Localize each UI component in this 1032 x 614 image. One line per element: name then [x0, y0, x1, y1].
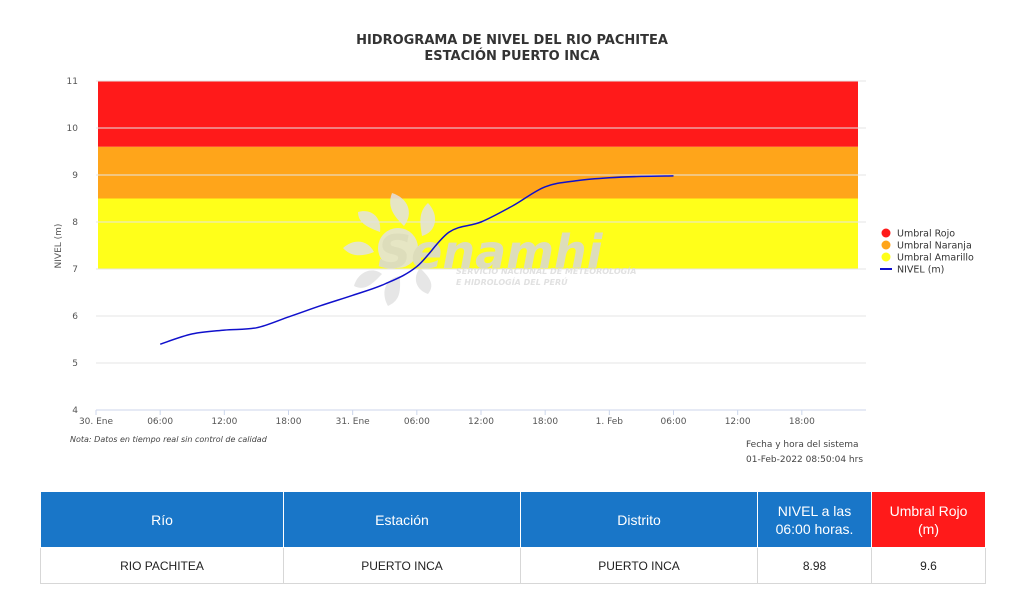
watermark-line1: SERVICIO NACIONAL DE METEOROLOGÍA — [456, 265, 636, 276]
legend-label: NIVEL (m) — [897, 265, 944, 276]
cell-rio: RIO PACHITEA — [40, 547, 284, 584]
chart-title: HIDROGRAMA DE NIVEL DEL RIO PACHITEA — [356, 33, 668, 48]
chart-subtitle: ESTACIÓN PUERTO INCA — [424, 48, 599, 64]
band-umbral-amarillo — [98, 198, 858, 269]
x-tick-label: 18:00 — [276, 417, 302, 427]
x-tick-label: 18:00 — [532, 417, 558, 427]
x-tick-label: 12:00 — [211, 417, 237, 427]
x-tick-label: 30. Ene — [79, 417, 114, 427]
cell-nivel: 8.98 — [757, 547, 872, 584]
header-rio: Río — [40, 491, 284, 548]
y-tick-label: 4 — [72, 406, 78, 416]
cell-estacion: PUERTO INCA — [283, 547, 521, 584]
x-tick-label: 1. Feb — [596, 417, 624, 427]
senamhi-watermark: Senamhi SERVICIO NACIONAL DE METEOROLOGÍ… — [343, 193, 636, 306]
x-tick-label: 12:00 — [468, 417, 494, 427]
watermark-line2: E HIDROLOGÍA DEL PERÚ — [456, 276, 568, 287]
x-tick-label: 18:00 — [789, 417, 815, 427]
legend-marker — [881, 240, 891, 250]
table-header-row: Río Estación Distrito NIVEL a las 06:00 … — [40, 491, 986, 548]
station-table: Río Estación Distrito NIVEL a las 06:00 … — [40, 491, 986, 584]
system-time-label: Fecha y hora del sistema — [746, 440, 859, 450]
x-axis-ticks: 30. Ene 06:00 12:00 18:00 31. Ene 06:00 12:00 1… — [79, 410, 815, 427]
x-tick-label: 06:00 — [404, 417, 430, 427]
threshold-bands — [98, 81, 858, 269]
legend-label: Umbral Amarillo — [897, 253, 974, 264]
y-tick-label: 6 — [72, 312, 78, 322]
header-distrito: Distrito — [520, 491, 758, 548]
x-tick-label: 06:00 — [661, 417, 687, 427]
cell-umbral-rojo: 9.6 — [871, 547, 986, 584]
sun-logo-icon — [343, 193, 436, 306]
header-nivel: NIVEL a las 06:00 horas. — [757, 491, 872, 548]
y-tick-label: 10 — [67, 124, 79, 134]
y-tick-label: 9 — [72, 171, 78, 181]
y-tick-label: 7 — [72, 265, 78, 275]
header-umbral-rojo: Umbral Rojo (m) — [871, 491, 986, 548]
legend-label: Umbral Rojo — [897, 229, 955, 240]
x-tick-label: 31. Ene — [336, 417, 371, 427]
table-row: RIO PACHITEA PUERTO INCA PUERTO INCA 8.9… — [40, 547, 986, 584]
watermark-brand: Senamhi — [378, 225, 604, 279]
band-umbral-naranja — [98, 146, 858, 199]
y-tick-label: 5 — [72, 359, 78, 369]
y-tick-label: 8 — [72, 218, 78, 228]
series-line-nivel — [159, 175, 674, 345]
x-tick-label: 12:00 — [725, 417, 751, 427]
legend-marker — [881, 252, 891, 262]
legend-label: Umbral Naranja — [897, 241, 972, 252]
y-axis-title: NIVEL (m) — [54, 224, 64, 269]
band-umbral-rojo — [98, 81, 858, 147]
series-layer — [159, 175, 674, 345]
cell-distrito: PUERTO INCA — [520, 547, 758, 584]
system-time-value: 01-Feb-2022 08:50:04 hrs — [746, 455, 863, 465]
y-axis-ticks: 4 5 6 7 8 9 10 11 — [67, 77, 79, 416]
hydrograph-chart: HIDROGRAMA DE NIVEL DEL RIO PACHITEA EST… — [54, 33, 974, 465]
x-tick-label: 06:00 — [147, 417, 173, 427]
header-estacion: Estación — [283, 491, 521, 548]
y-tick-label: 11 — [67, 77, 78, 87]
quality-note: Nota: Datos en tiempo real sin control d… — [70, 435, 268, 444]
legend-marker — [881, 228, 891, 238]
